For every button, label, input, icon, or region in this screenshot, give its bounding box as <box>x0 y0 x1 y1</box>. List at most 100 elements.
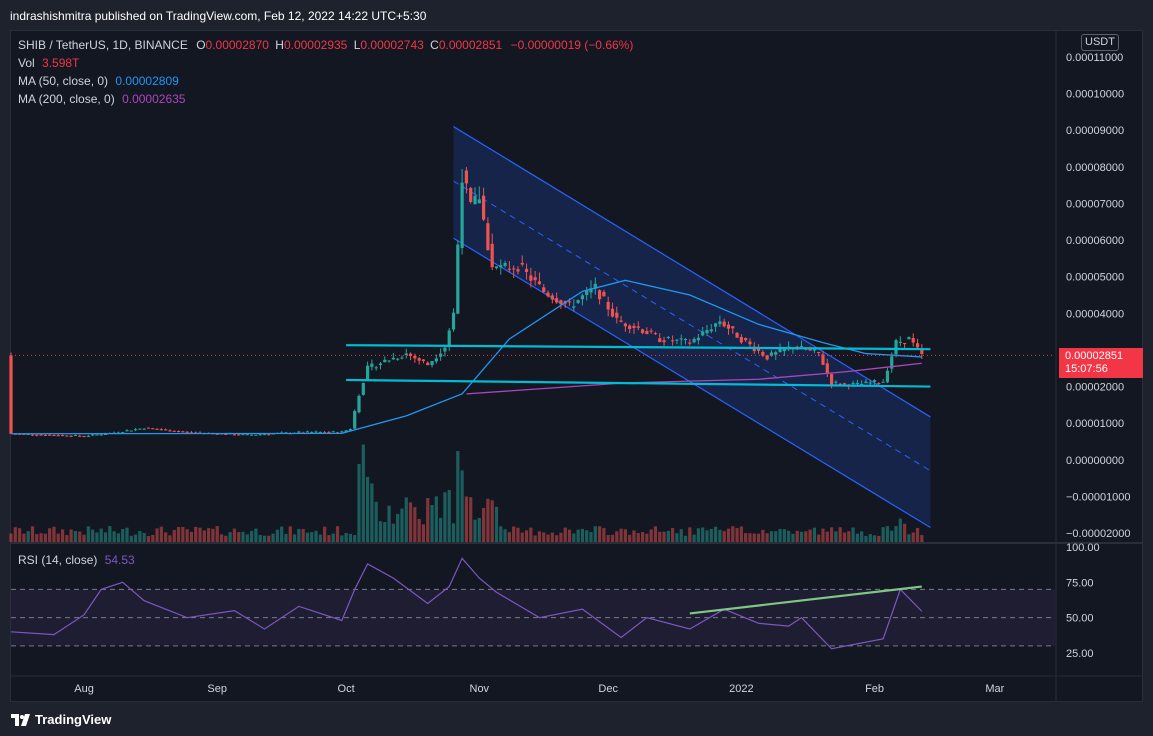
candle-body <box>701 331 705 336</box>
volume-bar <box>619 528 623 542</box>
candle-body <box>576 300 580 304</box>
candle-body <box>542 287 546 292</box>
candle-body <box>469 188 473 202</box>
candle-body <box>640 329 645 334</box>
volume-bar <box>103 532 108 542</box>
volume-bar <box>666 530 670 542</box>
volume-bar <box>13 527 17 542</box>
volume-bar <box>615 531 619 542</box>
volume-bar <box>559 532 563 542</box>
volume-bar <box>378 521 383 542</box>
ma50-label[interactable]: MA (50, close, 0) <box>18 74 109 88</box>
price-tick-label: 0.00001000 <box>1066 418 1124 430</box>
candle-body <box>56 435 60 437</box>
volume-bar <box>48 528 52 542</box>
candle-body <box>241 434 245 436</box>
candle-body <box>185 431 189 433</box>
candle-body <box>593 283 597 289</box>
close-label: C <box>430 38 439 52</box>
candle-body <box>628 325 632 330</box>
candle-body <box>159 429 163 431</box>
candle-body <box>825 363 829 374</box>
candle-body <box>860 384 864 386</box>
candle-body <box>834 381 838 383</box>
symbol-name[interactable]: SHIB / TetherUS, 1D, BINANCE <box>18 38 188 52</box>
candle-body <box>632 325 636 329</box>
currency-badge[interactable]: USDT <box>1081 34 1119 51</box>
candle-body <box>572 306 576 308</box>
candle-body <box>172 430 176 432</box>
candle-body <box>903 343 907 345</box>
candle-body <box>812 349 817 351</box>
volume-bars <box>9 444 924 542</box>
ma200-legend: MA (200, close, 0) 0.00002635 <box>18 92 185 106</box>
volume-bar <box>30 526 35 542</box>
volume-bar <box>237 532 241 542</box>
rsi-tick-label: 100.00 <box>1066 542 1100 554</box>
price-tick-label: 0.00011000 <box>1066 52 1123 64</box>
volume-bar <box>275 529 279 542</box>
volume-bar <box>447 490 451 542</box>
candle-body <box>35 434 39 436</box>
candle-body <box>555 298 559 303</box>
price-tick-label: 0.00009000 <box>1066 125 1124 137</box>
volume-bar <box>481 508 486 542</box>
volume-bar <box>705 530 709 542</box>
candle-body <box>340 431 344 433</box>
candle-body <box>365 365 370 380</box>
volume-value: 3.598T <box>42 56 80 70</box>
volume-bar <box>211 528 215 542</box>
candle-body <box>662 340 666 343</box>
volume-bar <box>735 528 739 542</box>
candle-body <box>649 330 653 332</box>
price-tick-label: 0.00000000 <box>1066 455 1124 467</box>
candle-body <box>133 429 138 431</box>
candle-body <box>619 320 623 322</box>
candle-body <box>537 281 542 285</box>
volume-bar <box>649 529 653 542</box>
volume-bar <box>885 526 890 542</box>
candle-body <box>434 358 438 362</box>
volume-bar <box>52 526 56 542</box>
volume-bar <box>301 528 305 542</box>
volume-bar <box>318 534 322 542</box>
chart-panel[interactable] <box>10 30 1143 702</box>
volume-bar <box>361 444 365 542</box>
volume-bar <box>39 533 43 542</box>
volume-bar <box>228 532 232 542</box>
ma200-label[interactable]: MA (200, close, 0) <box>18 92 115 106</box>
volume-bar <box>838 527 842 542</box>
volume-bar <box>877 535 881 542</box>
candle-body <box>499 265 503 268</box>
volume-bar <box>181 527 185 542</box>
volume-bar <box>636 533 640 542</box>
candle-body <box>318 431 322 433</box>
candle-body <box>529 275 533 281</box>
time-tick-label: 2022 <box>729 683 753 695</box>
volume-bar <box>787 530 791 542</box>
tradingview-logo[interactable]: TradingView <box>11 712 111 727</box>
candle-body <box>524 268 529 272</box>
volume-bar <box>434 496 438 542</box>
volume-bar <box>387 505 391 542</box>
publish-info: indrashishmitra published on TradingView… <box>10 9 427 23</box>
candle-body <box>821 354 825 365</box>
candle-body <box>520 262 524 265</box>
candle-body <box>400 357 404 359</box>
volume-bar <box>357 464 361 542</box>
volume-bar <box>628 534 632 542</box>
candle-body <box>799 346 804 348</box>
channel-upper-line <box>453 126 931 418</box>
volume-bar <box>821 528 825 542</box>
volume-bar <box>172 529 176 542</box>
candle-body <box>920 349 924 354</box>
rsi-label[interactable]: RSI (14, close) <box>18 553 98 567</box>
volume-bar <box>907 534 911 542</box>
volume-bar <box>774 531 778 542</box>
volume-label[interactable]: Vol <box>18 56 35 70</box>
volume-bar <box>829 527 834 542</box>
channel-fill <box>453 126 931 528</box>
volume-bar <box>726 528 731 542</box>
candle-body <box>739 337 743 343</box>
